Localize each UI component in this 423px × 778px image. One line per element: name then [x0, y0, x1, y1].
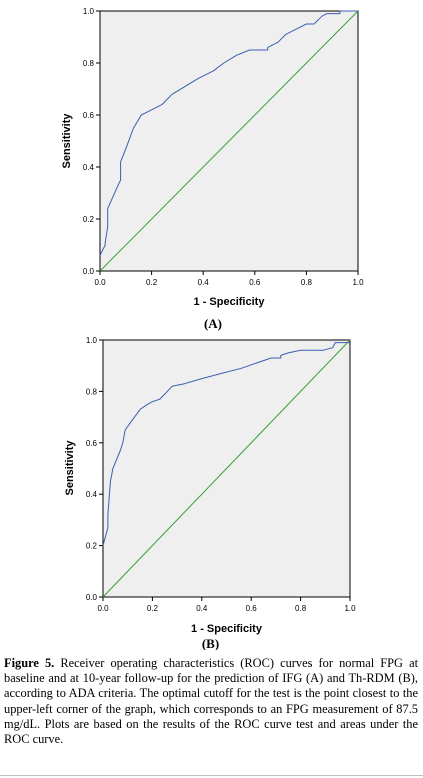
y-tick-label-b: 0.8	[86, 387, 98, 396]
y-tick-label-a: 0.8	[83, 59, 95, 68]
x-axis-label-a: 1 - Specificity	[194, 296, 266, 308]
x-tick-label-b: 0.8	[295, 604, 307, 613]
y-tick-label-b: 0.0	[86, 593, 98, 602]
y-tick-label-a: 0.0	[83, 267, 95, 276]
panel-label-a: (A)	[204, 316, 222, 331]
x-tick-label-a: 0.6	[249, 278, 261, 287]
roc-figure: 0.0 0.2 0.4 0.6 0.8 1.0 0.0 0.2 0.4 0.6 0.8 1.0 1 - …	[61, 7, 364, 650]
x-tick-label-a: 0.8	[301, 278, 313, 287]
x-tick-label-b: 0.0	[97, 604, 109, 613]
x-axis-label-b: 1 - Specificity	[191, 623, 263, 635]
y-tick-label-a: 0.2	[83, 215, 95, 224]
y-axis-label-b: Sensitivity	[64, 440, 76, 496]
reference-line-b	[102, 339, 351, 598]
caption-label: Figure 5.	[4, 656, 55, 670]
figure-caption: Figure 5. Receiver operating characteris…	[4, 656, 418, 747]
divider	[0, 775, 423, 776]
reference-line-a	[99, 10, 359, 272]
x-tick-label-a: 0.4	[198, 278, 210, 287]
y-axis-label-a: Sensitivity	[61, 113, 73, 169]
x-tick-label-a: 1.0	[352, 278, 364, 287]
y-tick-label-b: 0.6	[86, 439, 98, 448]
x-tick-label-b: 0.4	[196, 604, 208, 613]
y-tick-label-a: 0.6	[83, 111, 95, 120]
caption-text: Receiver operating characteristics (ROC)…	[4, 656, 419, 747]
y-tick-label-b: 0.2	[86, 542, 98, 551]
roc-curve-a	[99, 10, 358, 256]
y-tick-label-b: 1.0	[86, 336, 98, 345]
y-tick-label-a: 0.4	[83, 163, 95, 172]
roc-curve-b	[102, 342, 350, 546]
panel-label-b: (B)	[202, 636, 219, 650]
x-tick-label-b: 1.0	[344, 604, 356, 613]
x-tick-label-a: 0.2	[146, 278, 158, 287]
x-tick-label-a: 0.0	[94, 278, 106, 287]
y-tick-label-b: 0.4	[86, 490, 98, 499]
y-tick-label-a: 1.0	[83, 7, 95, 16]
x-tick-label-b: 0.6	[246, 604, 258, 613]
x-tick-label-b: 0.2	[147, 604, 159, 613]
